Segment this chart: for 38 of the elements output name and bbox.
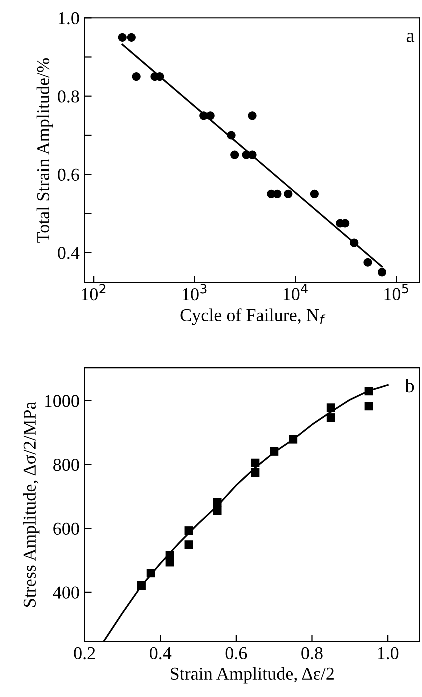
point <box>251 458 260 468</box>
point <box>137 581 146 590</box>
point <box>213 506 222 516</box>
x-axis-title: Strain Amplitude, Δε/2 <box>170 667 334 684</box>
point <box>326 404 336 412</box>
point <box>146 569 156 578</box>
x-axis-title: Cycle of Failure, N$_{f}$ <box>180 308 326 326</box>
y-tick-label: 1.0 <box>58 12 80 25</box>
x-tick-label: 0.8 <box>302 647 323 660</box>
point <box>184 526 194 536</box>
point <box>270 447 279 456</box>
x-tick-label: 10$^{4}$ <box>284 284 308 300</box>
y-tick-label: 600 <box>54 522 80 536</box>
y-axis-title: Stress Amplitude, Δσ/2/MPa <box>23 402 40 607</box>
y-tick-label: 0.8 <box>58 90 80 103</box>
x-tick-label: 1.0 <box>378 647 399 660</box>
annotation: b <box>405 378 414 393</box>
annotation: a <box>406 33 415 42</box>
point <box>364 387 374 396</box>
y-tick-label: 400 <box>53 586 80 599</box>
x-tick-label: 0.4 <box>150 647 172 660</box>
y-axis-title: Total Strain Amplitude/% <box>36 58 54 243</box>
point <box>326 414 336 422</box>
x-tick-label: 10$^{2}$ <box>82 284 106 301</box>
x-tick-label: 10$^{5}$ <box>384 284 408 300</box>
point <box>184 540 194 550</box>
x-tick-label: 10$^{3}$ <box>183 284 207 301</box>
y-tick-label: 800 <box>54 459 80 472</box>
point <box>364 402 374 411</box>
y-tick-label: 0.4 <box>58 247 80 260</box>
point <box>289 435 298 444</box>
point <box>213 498 222 507</box>
point <box>166 558 174 567</box>
point <box>251 468 260 478</box>
y-tick-label: 1000 <box>45 395 80 408</box>
x-tick-label: 0.2 <box>74 647 96 660</box>
y-tick-label: 0.6 <box>58 168 80 182</box>
x-tick-label: 0.6 <box>226 647 248 660</box>
